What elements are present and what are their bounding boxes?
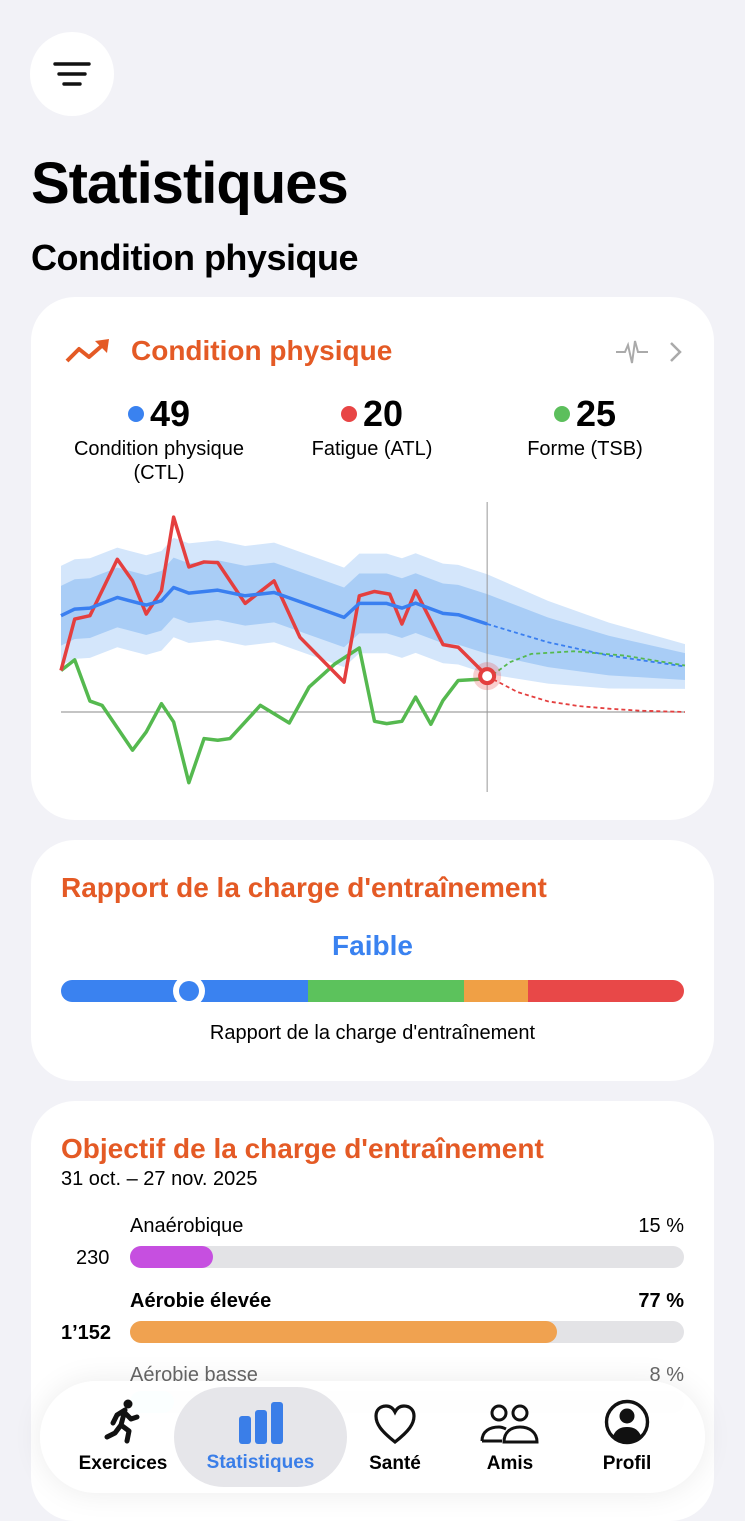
trend-up-icon: [65, 339, 109, 363]
tsb-dot: [553, 406, 570, 422]
metric-value: 25: [575, 393, 617, 434]
tab-label: Profil: [602, 1453, 652, 1474]
page-title: Statistiques: [31, 151, 349, 216]
metric-label: Condition physique (CTL): [73, 438, 245, 484]
ratio-status: Faible: [332, 930, 413, 961]
ctl-dot: [127, 406, 144, 422]
atl-dot: [340, 406, 357, 422]
fitness-card-title: Condition physique: [131, 335, 393, 366]
goal-row-label: Aérobie élevée: [130, 1290, 272, 1312]
tab-label: Santé: [369, 1453, 421, 1474]
metric-value: 49: [149, 393, 191, 434]
metric-atl: 20 Fatigue (ATL): [262, 393, 482, 461]
today-marker: [478, 667, 497, 686]
series-line-0: [60, 585, 488, 626]
goal-row-fill: [130, 1246, 214, 1268]
goal-card-title: Objectif de la charge d'entraînement: [61, 1133, 544, 1164]
heart-icon: [374, 1404, 416, 1445]
goal-period: 31 oct. – 27 nov. 2025: [61, 1168, 258, 1190]
goal-row-label: Aérobie basse: [130, 1364, 258, 1386]
fitness-chart[interactable]: [31, 297, 714, 820]
goal-row-fill: [130, 1321, 557, 1343]
ratio-marker: [172, 975, 205, 1007]
tab-label: Exercices: [78, 1453, 168, 1474]
menu-icon: [53, 62, 91, 86]
running-icon: [104, 1399, 140, 1444]
goal-row-value: 230: [76, 1247, 110, 1269]
goal-row-percent: 8 %: [649, 1364, 684, 1386]
goal-row-percent: 15 %: [638, 1215, 684, 1237]
chevron-right-icon[interactable]: [669, 341, 683, 363]
ratio-segment: [308, 980, 465, 1002]
metric-ctl: 49 Condition physique (CTL): [49, 393, 269, 485]
bar-chart-icon: [238, 1402, 283, 1444]
series-line-1: [59, 515, 489, 684]
section-title: Condition physique: [31, 237, 358, 278]
tab-label: Amis: [486, 1453, 534, 1474]
series-forecast-2: [486, 650, 686, 680]
tab-profil[interactable]: Profil: [582, 1381, 672, 1493]
metric-label: Fatigue (ATL): [311, 438, 433, 460]
tab-exercices[interactable]: Exercices: [68, 1381, 178, 1493]
profile-icon: [604, 1399, 650, 1445]
goal-row-bar: [130, 1321, 684, 1343]
goal-row-percent: 77 %: [638, 1290, 684, 1312]
metric-tsb: 25 Forme (TSB): [475, 393, 695, 461]
ratio-card-title: Rapport de la charge d'entraînement: [61, 872, 547, 903]
ratio-segment: [464, 980, 529, 1002]
ctl-inner-band: [61, 557, 685, 680]
goal-row-value: 1’152: [61, 1322, 112, 1344]
goal-row-bar: [130, 1246, 684, 1268]
ratio-gauge: [61, 980, 684, 1002]
ratio-segment: [528, 980, 684, 1002]
fitness-card[interactable]: Condition physique 49 Condition physique …: [31, 297, 714, 820]
tab-label: Statistiques: [206, 1452, 315, 1473]
ratio-card[interactable]: Rapport de la charge d'entraînement Faib…: [31, 840, 714, 1081]
friends-icon: [480, 1404, 539, 1444]
tab-statistiques[interactable]: Statistiques: [174, 1387, 347, 1487]
series-line-2: [59, 646, 488, 785]
metric-label: Forme (TSB): [527, 438, 643, 460]
tab-bar: Exercices Statistiques Santé Amis Profil: [40, 1381, 705, 1493]
series-forecast-0: [486, 623, 686, 668]
tab-amis[interactable]: Amis: [465, 1381, 555, 1493]
ratio-caption: Rapport de la charge d'entraînement: [209, 1022, 536, 1044]
metric-value: 20: [362, 393, 404, 434]
goal-row-label: Anaérobique: [130, 1215, 244, 1237]
tab-sante[interactable]: Santé: [350, 1381, 440, 1493]
menu-button[interactable]: [30, 32, 114, 116]
heartbeat-icon[interactable]: [616, 337, 648, 367]
